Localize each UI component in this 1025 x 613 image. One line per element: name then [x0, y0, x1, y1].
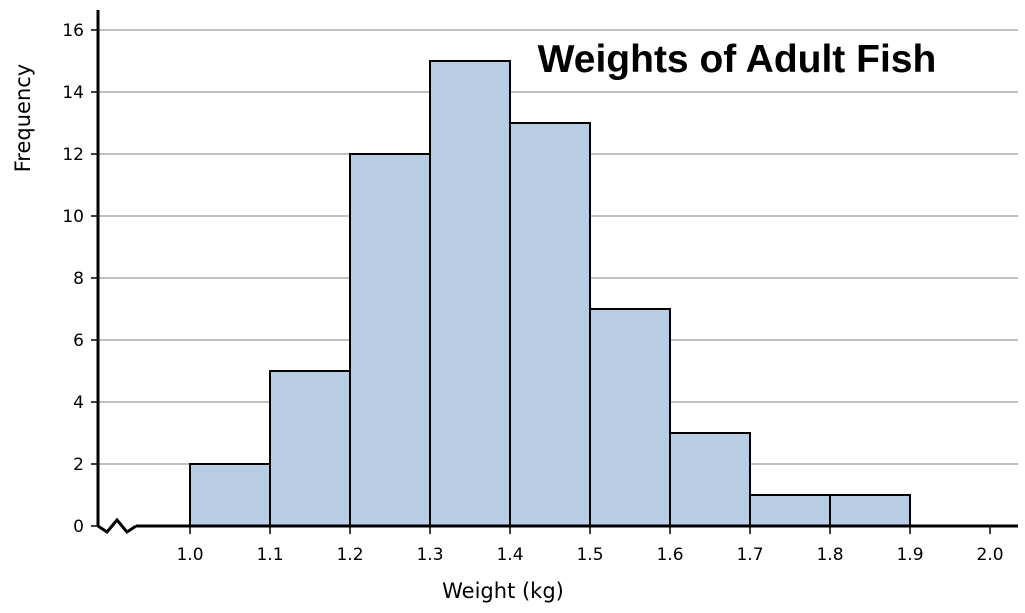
histogram-bar — [669, 432, 751, 527]
chart-title: Weights of Adult Fish — [538, 38, 937, 81]
x-tick-label: 1.1 — [256, 545, 283, 565]
axes — [91, 10, 1018, 534]
x-tick-label: 1.4 — [496, 545, 523, 565]
y-tick-label: 12 — [62, 145, 84, 165]
x-tick-label: 2.0 — [976, 545, 1003, 565]
x-tick-label: 1.0 — [176, 545, 203, 565]
x-tick-label: 1.2 — [336, 545, 363, 565]
histogram-bar — [429, 60, 511, 527]
y-tick-label: 16 — [62, 21, 84, 41]
histogram-bar — [269, 370, 351, 527]
histogram-bar — [749, 494, 831, 527]
y-tick-label: 10 — [62, 207, 84, 227]
y-tick-label: 0 — [73, 517, 84, 537]
y-tick-label: 6 — [73, 331, 84, 351]
x-tick-label: 1.9 — [896, 545, 923, 565]
bars — [189, 60, 911, 527]
histogram-bar — [189, 463, 271, 527]
y-tick-label: 8 — [73, 269, 84, 289]
y-tick-label: 4 — [73, 393, 84, 413]
histogram-bar — [509, 122, 591, 527]
histogram-bar — [829, 494, 911, 527]
axis-break-symbol — [97, 517, 137, 534]
x-tick-label: 1.3 — [416, 545, 443, 565]
y-tick-label: 2 — [73, 455, 84, 475]
histogram-bar — [349, 153, 431, 527]
y-axis-label: Frequency — [11, 64, 35, 173]
x-tick-labels: 1.0 1.1 1.2 1.3 1.4 1.5 1.6 1.7 1.8 1.9 2.0 — [176, 545, 1003, 565]
y-tick-labels: 0 2 4 6 8 10 12 14 16 — [62, 21, 84, 537]
x-axis-label: Weight (kg) — [442, 579, 564, 603]
x-tick-label: 1.6 — [656, 545, 683, 565]
x-tick-label: 1.5 — [576, 545, 603, 565]
histogram-bar — [589, 308, 671, 527]
y-tick-label: 14 — [62, 83, 84, 103]
x-tick-label: 1.7 — [736, 545, 763, 565]
x-tick-label: 1.8 — [816, 545, 843, 565]
